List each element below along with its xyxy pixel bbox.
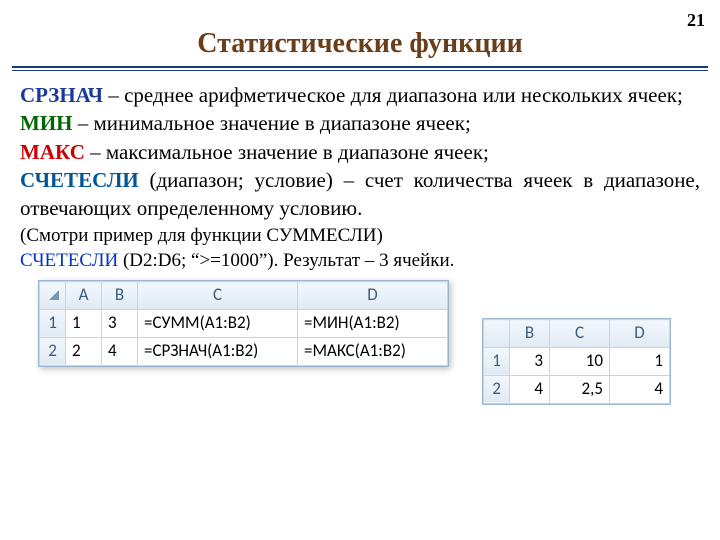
cell: =МАКС(A1:B2): [298, 337, 448, 365]
col-header: C: [138, 282, 298, 310]
col-header: A: [66, 282, 102, 310]
title-area: Статистические функции: [0, 0, 720, 60]
cell: 10: [550, 347, 610, 375]
cell: =СРЗНАЧ(A1:B2): [138, 337, 298, 365]
row-header-blank: [484, 320, 510, 348]
col-header: D: [610, 320, 670, 348]
fn-max-desc: – максимальное значение в диапазоне ячее…: [85, 140, 489, 164]
note-summesli: (Смотри пример для функции СУММЕСЛИ): [20, 223, 700, 249]
page-number: 21: [687, 10, 705, 31]
cell: 3: [102, 309, 138, 337]
cell: 4: [510, 375, 550, 403]
cell: 2: [66, 337, 102, 365]
cell: 1: [610, 347, 670, 375]
example-fn: СЧЕТЕСЛИ: [20, 250, 118, 271]
def-min: МИН – минимальное значение в диапазоне я…: [20, 109, 700, 137]
def-schetesli: СЧЕТЕСЛИ (диапазон; условие) – счет коли…: [20, 166, 700, 223]
table-row: 2 2 4 =СРЗНАЧ(A1:B2) =МАКС(A1:B2): [40, 337, 448, 365]
table-row: 1 1 3 =СУММ(A1:B2) =МИН(A1:B2): [40, 309, 448, 337]
cell: 4: [610, 375, 670, 403]
example-line: СЧЕТЕСЛИ (D2:D6; “>=1000”). Результат – …: [20, 248, 700, 274]
def-max: МАКС – максимальное значение в диапазоне…: [20, 138, 700, 166]
cell: 1: [66, 309, 102, 337]
cell: 3: [510, 347, 550, 375]
def-srznach: СРЗНАЧ – среднее арифметическое для диап…: [20, 81, 700, 109]
cell: =СУММ(A1:B2): [138, 309, 298, 337]
row-header: 1: [484, 347, 510, 375]
spreadsheet-formulas: A B C D 1 1 3 =СУММ(A1:B2) =МИН(A1:B2) 2…: [38, 280, 449, 367]
page-title: Статистические функции: [197, 28, 522, 60]
content: СРЗНАЧ – среднее арифметическое для диап…: [0, 71, 720, 440]
cell: 2,5: [550, 375, 610, 403]
row-header: 1: [40, 309, 66, 337]
col-header: C: [550, 320, 610, 348]
select-all-corner[interactable]: [40, 282, 66, 310]
table-row: 1 3 10 1: [484, 347, 670, 375]
fn-srznach: СРЗНАЧ: [20, 83, 103, 107]
title-rule: [0, 60, 720, 71]
row-header: 2: [484, 375, 510, 403]
spreadsheet-results: B C D 1 3 10 1 2 4 2,5 4: [482, 318, 671, 405]
fn-srznach-desc: – среднее арифметическое для диапазона и…: [103, 83, 683, 107]
col-header: B: [102, 282, 138, 310]
cell: 4: [102, 337, 138, 365]
col-header: D: [298, 282, 448, 310]
fn-schetesli: СЧЕТЕСЛИ: [20, 168, 139, 192]
row-header: 2: [40, 337, 66, 365]
table-row: 2 4 2,5 4: [484, 375, 670, 403]
sheets-area: B C D 1 3 10 1 2 4 2,5 4: [20, 280, 700, 440]
cell: =МИН(A1:B2): [298, 309, 448, 337]
fn-min-desc: – минимальное значение в диапазоне ячеек…: [73, 111, 471, 135]
fn-max: МАКС: [20, 140, 85, 164]
col-header: B: [510, 320, 550, 348]
fn-min: МИН: [20, 111, 73, 135]
example-rest: (D2:D6; “>=1000”). Результат – 3 ячейки.: [118, 250, 454, 271]
